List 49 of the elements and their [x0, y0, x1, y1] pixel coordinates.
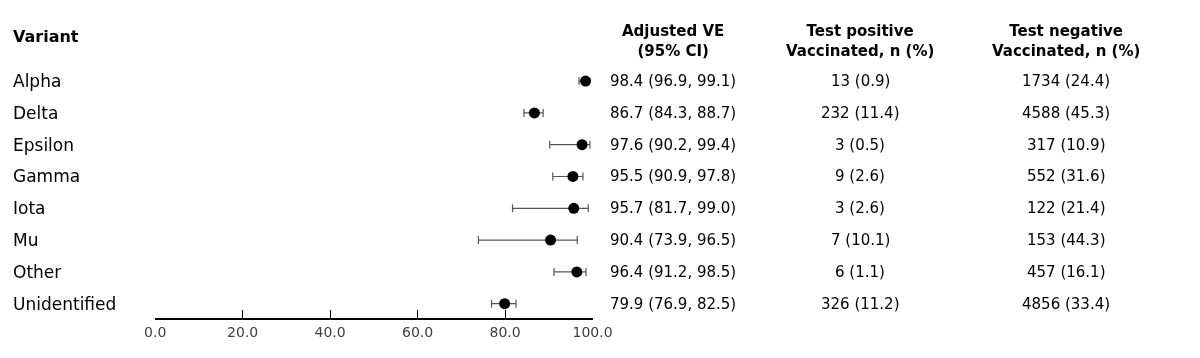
text: 4856 (33.4)	[1022, 295, 1111, 313]
text: 457 (16.1)	[1027, 263, 1106, 281]
data-label: 95.7 (81.7, 99.0)	[610, 199, 737, 217]
text: 1734 (24.4)	[1022, 72, 1111, 90]
point	[571, 266, 583, 278]
point	[528, 107, 540, 119]
text: Adjusted VE (95% CI)	[622, 22, 725, 60]
text: 3 (0.5)	[835, 136, 885, 154]
data-label: 90.4 (73.9, 96.5)	[610, 231, 737, 249]
text: 9 (2.6)	[835, 167, 885, 185]
point	[499, 298, 511, 310]
y-tick-label: Other	[13, 262, 62, 282]
text: 232 (11.4)	[821, 104, 900, 122]
text: 153 (44.3)	[1027, 231, 1106, 249]
text: 3 (2.6)	[835, 199, 885, 217]
x-tick-label: 100.0	[572, 323, 613, 340]
x-tick-label: 40.0	[314, 323, 346, 340]
text: 326 (11.2)	[821, 295, 900, 313]
point	[576, 139, 588, 151]
y-tick-label: Gamma	[13, 166, 81, 186]
data-label: 96.4 (91.2, 98.5)	[610, 263, 737, 281]
text: 13 (0.9)	[831, 72, 891, 90]
x-tick-label: 0.0	[144, 323, 167, 340]
y-tick-label: Unidentified	[13, 294, 117, 314]
data-label: 95.5 (90.9, 97.8)	[610, 167, 737, 185]
data-label: 98.4 (96.9, 99.1)	[610, 72, 737, 90]
text: 552 (31.6)	[1027, 167, 1106, 185]
y-tick-label: Alpha	[13, 71, 62, 91]
text: 317 (10.9)	[1027, 136, 1106, 154]
text: 7 (10.1)	[831, 231, 891, 249]
text: 4588 (45.3)	[1022, 104, 1111, 122]
point	[567, 170, 579, 182]
data-label: 97.6 (90.2, 99.4)	[610, 136, 737, 154]
text: Test negative Vaccinated, n (%)	[992, 22, 1141, 60]
y-tick-label: Iota	[13, 198, 46, 218]
point	[545, 234, 557, 246]
y-tick-label: Epsilon	[13, 135, 75, 155]
text: 122 (21.4)	[1027, 199, 1106, 217]
data-label: 86.7 (84.3, 88.7)	[610, 104, 737, 122]
x-tick-label: 20.0	[227, 323, 259, 340]
y-tick-label: Delta	[13, 103, 59, 123]
x-tick-label: 80.0	[489, 323, 521, 340]
x-tick-label: 60.0	[402, 323, 434, 340]
y-axis-title: Variant	[13, 27, 79, 46]
data-label: 79.9 (76.9, 82.5)	[610, 295, 737, 313]
y-tick-label: Mu	[13, 230, 39, 250]
text: Test positive Vaccinated, n (%)	[786, 22, 935, 60]
text: 6 (1.1)	[835, 263, 885, 281]
point	[568, 202, 580, 214]
